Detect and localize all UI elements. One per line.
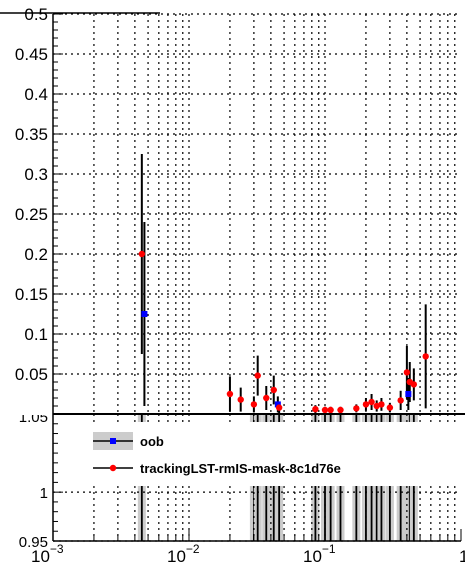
- data-point-tracking: [362, 401, 370, 408]
- data-point-tracking: [378, 401, 385, 408]
- x-tick-label: 10−1: [303, 542, 336, 566]
- x-tick-exponent: −1: [322, 542, 336, 556]
- y-tick-label: 0.25: [15, 205, 48, 224]
- data-point-tracking: [270, 386, 277, 394]
- data-point-tracking: [337, 406, 344, 414]
- x-tick-base: 10: [31, 547, 50, 566]
- y-tick-label: 0.4: [24, 85, 48, 104]
- main-grid: [53, 13, 461, 414]
- legend-oob-marker: [110, 438, 116, 444]
- x-tick-exponent: −3: [50, 542, 64, 556]
- legend-box: [83, 422, 465, 486]
- data-point-tracking: [254, 372, 261, 379]
- legend-tracking-marker: [109, 464, 117, 472]
- y-tick-label: 0.05: [15, 365, 48, 384]
- data-point-oob: [274, 401, 281, 408]
- data-point-tracking: [327, 406, 334, 414]
- data-point-tracking: [422, 353, 429, 360]
- y-tick-label: 0.15: [15, 285, 48, 304]
- legend-oob-label: oob: [140, 434, 164, 449]
- x-tick-label: 10−2: [167, 542, 200, 566]
- x-tick-label: 1: [459, 547, 465, 566]
- data-point-tracking: [403, 369, 411, 376]
- y-tick-label: 0.1: [24, 325, 48, 344]
- main-markers: [138, 250, 429, 414]
- x-tick-base: 10: [303, 547, 322, 566]
- ratio-y-tick-label: 1: [40, 485, 48, 502]
- y-tick-label: 0.2: [24, 245, 48, 264]
- y-tick-label: 0.5: [24, 5, 48, 24]
- ratio-top-tick-label: 1.05: [19, 409, 48, 426]
- data-point-tracking: [386, 404, 394, 411]
- data-point-tracking: [226, 390, 234, 398]
- data-point-tracking: [250, 401, 258, 408]
- data-point-oob: [141, 311, 148, 317]
- y-tick-label: 0.35: [15, 125, 48, 144]
- data-point-tracking: [312, 406, 319, 413]
- ratio-y-tick-label: 0.95: [19, 534, 48, 551]
- data-point-tracking: [138, 250, 146, 258]
- data-point-oob: [405, 391, 412, 397]
- main-panel: 0.5 0.45 0.4 0.35 0.3 0.25 0.2 0.15 0.1 0.05: [15, 5, 461, 415]
- data-point-tracking: [237, 396, 244, 403]
- legend-tracking-label: trackingLST-rmIS-mask-8c1d76e: [140, 461, 341, 476]
- y-tick-label: 0.3: [24, 165, 48, 184]
- x-tick-label: 10−3: [31, 542, 64, 566]
- x-tick-base: 10: [167, 547, 186, 566]
- y-tick-label: 0.45: [15, 45, 48, 64]
- data-point-tracking: [410, 381, 418, 388]
- main-axes: 0.5 0.45 0.4 0.35 0.3 0.25 0.2 0.15 0.1 0.05: [15, 5, 63, 415]
- data-point-tracking: [353, 405, 360, 412]
- data-point-tracking: [397, 397, 404, 404]
- x-tick-base: 1: [459, 547, 465, 566]
- data-point-tracking: [321, 406, 329, 414]
- data-point-tracking: [368, 398, 375, 406]
- data-point-tracking: [263, 394, 270, 402]
- x-tick-exponent: −2: [186, 542, 200, 556]
- legend: oob trackingLST-rmIS-mask-8c1d76e: [83, 422, 465, 486]
- data-point-tracking: [275, 404, 283, 411]
